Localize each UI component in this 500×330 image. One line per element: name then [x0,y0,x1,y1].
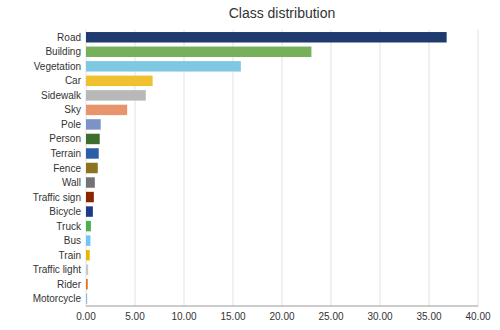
chart: Class distribution 0.00 5.00 10.00 15.00 20.0… [0,0,500,330]
x-tick-label: 25.00 [318,311,343,322]
y-axis: Road Building Vegetation Car Sidewalk Sky Pole… [33,32,82,304]
y-tick-label: Traffic sign [33,192,81,203]
bar [86,90,146,100]
bar [86,250,90,260]
bar [86,294,87,304]
x-tick-label: 30.00 [367,311,392,322]
y-tick-label: Sidewalk [41,90,82,101]
x-tick-label: 0.00 [76,311,96,322]
x-tick-label: 5.00 [125,311,145,322]
y-tick-label: Bicycle [49,206,81,217]
bar [86,206,93,216]
grid-line [429,30,430,306]
bar [86,235,90,245]
title: Class distribution [229,5,336,21]
x-tick-label: 20.00 [269,311,294,322]
bar [86,47,311,57]
y-tick-label: Pole [61,119,81,130]
y-tick-label: Car [65,75,82,86]
y-tick-label: Train [59,250,81,261]
x-axis: 0.00 5.00 10.00 15.00 20.00 25.00 30.00 35.00 40… [76,311,491,322]
y-tick-label: Traffic light [33,264,82,275]
y-tick-label: Vegetation [34,61,81,72]
bars [86,32,447,304]
bar [86,61,241,71]
bar [86,192,94,202]
bar [86,134,100,144]
bar [86,221,91,231]
x-axis-line [86,306,478,307]
y-tick-label: Rider [57,279,82,290]
bar [86,264,88,274]
y-tick-label: Terrain [50,148,81,159]
bar [86,163,98,173]
x-tick-label: 10.00 [171,311,196,322]
x-tick-label: 15.00 [220,311,245,322]
y-tick-label: Building [45,46,81,57]
y-tick-label: Fence [53,163,81,174]
grid [86,30,478,306]
bar [86,119,101,129]
y-tick-label: Bus [64,235,81,246]
bar [86,279,88,289]
y-tick-label: Road [57,32,81,43]
y-tick-label: Person [49,133,81,144]
grid-line [478,30,479,306]
bar [86,76,153,86]
bar [86,148,99,158]
x-tick-label: 35.00 [416,311,441,322]
x-tick-label: 40.00 [465,311,490,322]
grid-line [380,30,381,306]
bar [86,105,127,115]
grid-line [331,30,332,306]
bar [86,32,447,42]
y-tick-label: Truck [56,221,82,232]
grid-line [282,30,283,306]
y-tick-label: Sky [64,104,81,115]
bar [86,177,95,187]
y-tick-label: Motorcycle [33,293,82,304]
y-tick-label: Wall [62,177,81,188]
